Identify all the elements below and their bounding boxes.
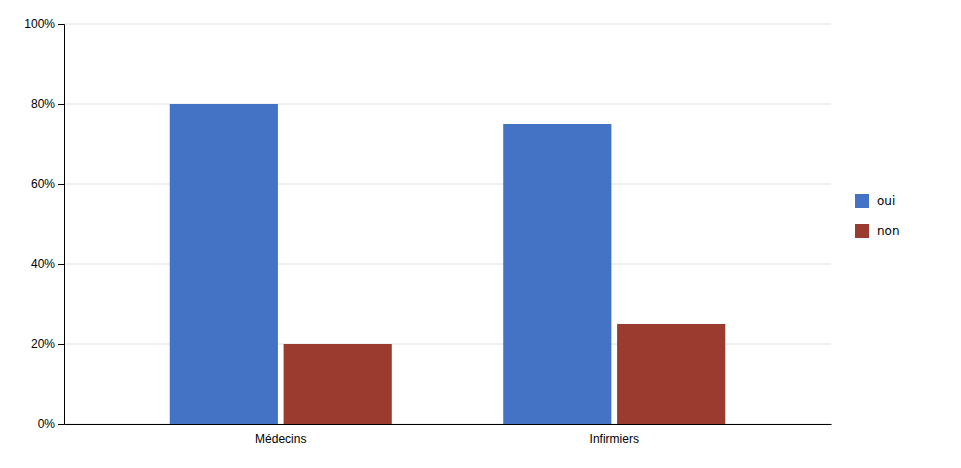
x-tick-label: Infirmiers	[590, 432, 639, 446]
y-tick-mark	[58, 264, 64, 265]
y-tick-label: 0%	[38, 417, 56, 431]
legend-item: non	[855, 224, 900, 238]
y-tick: 0%	[38, 417, 64, 431]
y-tick-label: 20%	[31, 337, 55, 351]
x-axis-line	[65, 424, 832, 425]
y-tick: 40%	[31, 257, 64, 271]
legend-label: non	[877, 224, 900, 238]
x-axis: Médecins Infirmiers	[65, 425, 832, 446]
bars	[170, 104, 726, 424]
legend: oui non	[855, 194, 900, 238]
x-tick-label: Médecins	[255, 432, 306, 446]
y-tick-label: 80%	[31, 97, 55, 111]
bar	[284, 344, 392, 424]
y-tick-mark	[58, 424, 64, 425]
y-tick-mark	[58, 184, 64, 185]
y-tick-label: 40%	[31, 257, 55, 271]
legend-swatch	[855, 194, 869, 208]
y-tick: 100%	[24, 17, 64, 31]
bar	[503, 124, 611, 424]
y-tick-mark	[58, 104, 64, 105]
y-tick-label: 100%	[24, 17, 55, 31]
y-tick-mark	[58, 24, 64, 25]
bar	[617, 324, 725, 424]
grid	[64, 24, 831, 424]
plot: 0% 20% 40% 60% 80% 100% Médecins Infirmiers	[24, 17, 831, 445]
x-tick: Infirmiers	[590, 432, 639, 446]
legend-label: oui	[877, 194, 895, 208]
legend-item: oui	[855, 194, 895, 208]
y-tick: 60%	[31, 177, 64, 191]
y-tick: 80%	[31, 97, 64, 111]
y-tick-label: 60%	[31, 177, 55, 191]
y-axis-line	[58, 25, 65, 425]
y-tick: 20%	[31, 337, 64, 351]
chart: 0% 20% 40% 60% 80% 100% Médecins Infirmiers oui n…	[0, 0, 961, 468]
y-tick-mark	[58, 344, 64, 345]
legend-swatch	[855, 224, 869, 238]
grid-line	[64, 24, 831, 25]
x-tick: Médecins	[255, 432, 306, 446]
bar	[170, 104, 278, 424]
y-axis: 0% 20% 40% 60% 80% 100%	[24, 17, 64, 431]
